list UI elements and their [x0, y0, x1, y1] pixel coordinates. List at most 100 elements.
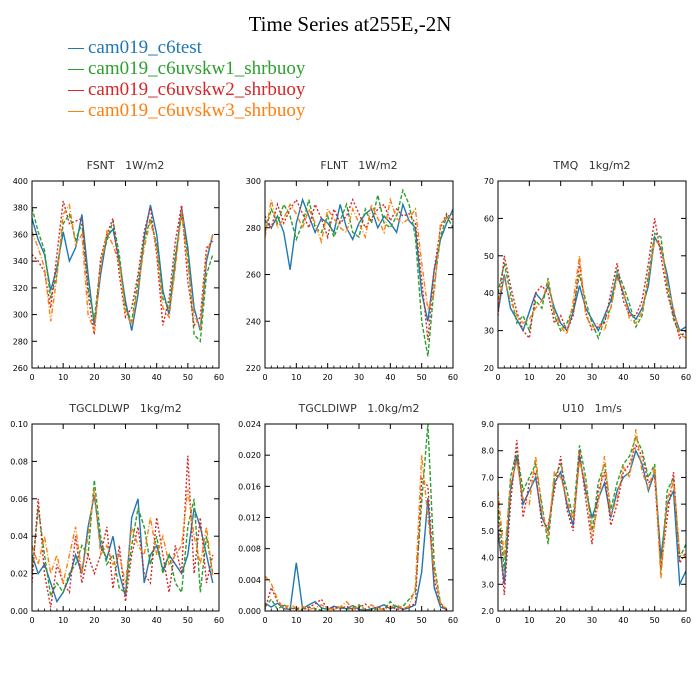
y-tick-label: 4.0 — [481, 554, 494, 563]
series-line — [498, 232, 686, 341]
x-tick-label: 60 — [214, 616, 224, 625]
y-tick-label: 20 — [484, 364, 494, 373]
y-tick-label: 0.04 — [10, 532, 28, 541]
plot-frame — [497, 180, 687, 369]
y-tick-label: 7.0 — [481, 473, 494, 482]
x-tick-label: 0 — [495, 616, 500, 625]
y-tick-label: 50 — [484, 252, 494, 261]
series-line — [32, 207, 214, 343]
x-tick-label: 60 — [448, 373, 458, 382]
y-tick-label: 320 — [13, 284, 28, 293]
x-tick-label: 20 — [556, 373, 566, 382]
legend-dash-icon — [68, 90, 84, 92]
x-tick-label: 20 — [323, 616, 333, 625]
series-line — [498, 234, 686, 333]
legend-dash-icon — [68, 111, 84, 113]
x-tick-label: 10 — [291, 373, 301, 382]
x-tick-label: 30 — [587, 616, 597, 625]
legend-label: cam019_c6test — [88, 37, 202, 58]
legend-entry-uvskw1: cam019_c6uvskw1_shrbuoy — [68, 58, 305, 79]
legend: cam019_c6test cam019_c6uvskw1_shrbuoy ca… — [68, 37, 305, 121]
chart-title: TGCLDIWP 1.0kg/m2 — [297, 402, 419, 415]
x-tick-label: 40 — [385, 373, 395, 382]
x-tick-label: 30 — [120, 373, 130, 382]
y-tick-label: 280 — [13, 337, 28, 346]
x-tick-label: 10 — [58, 373, 68, 382]
legend-entry-uvskw2: cam019_c6uvskw2_shrbuoy — [68, 79, 305, 100]
y-tick-label: 0.020 — [238, 451, 261, 460]
series-line — [265, 455, 448, 611]
y-tick-label: 2.0 — [481, 607, 494, 616]
chart-title: FLNT 1W/m2 — [320, 159, 397, 172]
x-tick-label: 50 — [650, 373, 660, 382]
chart-panel: U10 1m/s 0 10 20 30 40 50 60 2.0 3.0 4.0 5.0 6.0 7.0 8… — [481, 402, 691, 625]
x-tick-label: 50 — [417, 616, 427, 625]
y-tick-label: 3.0 — [481, 580, 494, 589]
y-tick-label: 300 — [13, 311, 28, 320]
y-tick-label: 0.06 — [10, 495, 28, 504]
y-tick-label: 0.016 — [238, 482, 261, 491]
y-tick-label: 0.08 — [10, 457, 28, 466]
x-tick-label: 20 — [89, 373, 99, 382]
x-tick-label: 0 — [29, 616, 34, 625]
x-tick-label: 0 — [262, 616, 267, 625]
chart-panel: FSNT 1W/m2 0 10 20 30 40 50 60 260 280 300 320 340 36… — [13, 159, 224, 382]
x-tick-label: 50 — [417, 373, 427, 382]
y-tick-label: 340 — [13, 257, 28, 266]
y-tick-label: 0.10 — [10, 420, 28, 429]
x-tick-label: 20 — [89, 616, 99, 625]
chart-title: TMQ 1kg/m2 — [552, 159, 630, 172]
x-tick-label: 10 — [524, 373, 534, 382]
chart-panel: TGCLDLWP 1kg/m2 0 10 20 30 40 50 60 0.00 0.02 0.04… — [10, 402, 224, 625]
x-tick-label: 0 — [262, 373, 267, 382]
series-line — [32, 200, 214, 335]
legend-entry-uvskw3: cam019_c6uvskw3_shrbuoy — [68, 100, 305, 121]
x-tick-label: 0 — [29, 373, 34, 382]
series-line — [498, 435, 686, 571]
x-tick-label: 40 — [385, 616, 395, 625]
x-tick-label: 30 — [354, 616, 364, 625]
x-tick-label: 60 — [681, 373, 691, 382]
x-tick-label: 60 — [448, 616, 458, 625]
x-tick-label: 40 — [618, 373, 628, 382]
series-line — [498, 439, 686, 596]
legend-label: cam019_c6uvskw3_shrbuoy — [88, 100, 306, 121]
x-tick-label: 20 — [323, 373, 333, 382]
legend-dash-icon — [68, 48, 84, 50]
y-tick-label: 0.004 — [238, 576, 261, 585]
series-line — [32, 204, 214, 331]
chart-panel: FLNT 1W/m2 0 10 20 30 40 50 60 220 240 260 280 300 — [246, 159, 458, 382]
series-line — [265, 196, 453, 310]
y-tick-label: 0.024 — [238, 420, 261, 429]
series-line — [498, 429, 686, 579]
y-tick-label: 30 — [484, 327, 494, 336]
x-tick-label: 10 — [291, 616, 301, 625]
y-tick-label: 400 — [13, 177, 28, 186]
x-tick-label: 50 — [183, 373, 193, 382]
y-tick-label: 380 — [13, 204, 28, 213]
x-tick-label: 40 — [618, 616, 628, 625]
x-tick-label: 50 — [650, 616, 660, 625]
series-line — [498, 239, 686, 339]
legend-label: cam019_c6uvskw1_shrbuoy — [88, 58, 306, 79]
x-tick-label: 30 — [354, 373, 364, 382]
chart-panel: TGCLDIWP 1.0kg/m2 0 10 20 30 40 50 60 0.000 0.004… — [238, 402, 458, 625]
series-line — [32, 489, 214, 584]
x-tick-label: 0 — [495, 373, 500, 382]
y-tick-label: 280 — [246, 224, 261, 233]
y-tick-label: 360 — [13, 230, 28, 239]
x-tick-label: 30 — [587, 373, 597, 382]
chart-panel: TMQ 1kg/m2 0 10 20 30 40 50 60 20 30 40 50 60 70 — [484, 159, 691, 382]
y-tick-label: 9.0 — [481, 420, 494, 429]
y-tick-label: 70 — [484, 177, 494, 186]
chart-title: U10 1m/s — [562, 402, 622, 415]
x-tick-label: 60 — [214, 373, 224, 382]
y-tick-label: 300 — [246, 177, 261, 186]
y-tick-label: 260 — [13, 364, 28, 373]
y-tick-label: 6.0 — [481, 500, 494, 509]
x-tick-label: 50 — [183, 616, 193, 625]
series-line — [32, 494, 214, 604]
chart-title: TGCLDLWP 1kg/m2 — [68, 402, 181, 415]
series-line — [265, 197, 453, 340]
